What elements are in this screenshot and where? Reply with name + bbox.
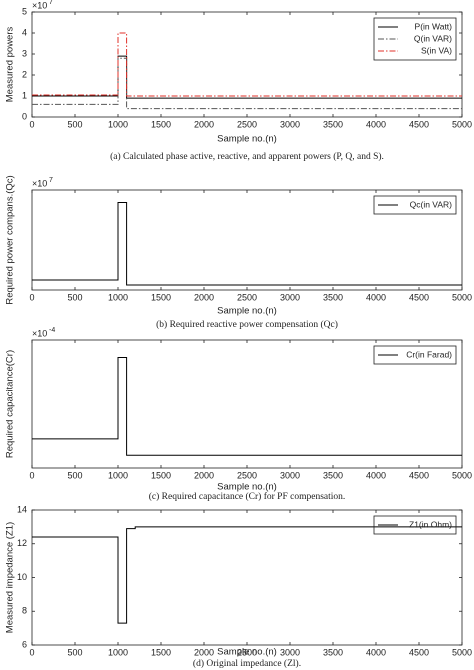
- x-tick-label: 2500: [237, 119, 257, 129]
- x-tick-label: 2500: [237, 470, 257, 480]
- multiplier-base: ×10: [32, 178, 47, 188]
- x-tick-label: 500: [67, 470, 82, 480]
- x-tick-label: 1500: [151, 647, 171, 657]
- x-tick-label: 1500: [151, 470, 171, 480]
- x-tick-label: 0: [29, 470, 34, 480]
- y-tick-label: 14: [17, 504, 27, 514]
- x-tick-label: 0: [29, 119, 34, 129]
- x-tick-label: 1000: [108, 647, 128, 657]
- x-tick-label: 3000: [280, 292, 300, 302]
- legend-box: [373, 515, 457, 535]
- y-tick-label: 1: [22, 90, 27, 100]
- x-tick-label: 3500: [323, 470, 343, 480]
- x-tick-label: 4500: [409, 292, 429, 302]
- x-tick-label: 5000: [452, 470, 472, 480]
- x-tick-label: 3500: [323, 647, 343, 657]
- x-tick-label: 4000: [366, 292, 386, 302]
- x-tick-label: 1000: [108, 119, 128, 129]
- legend-label: Q(in VAR): [414, 33, 452, 43]
- y-axis-label: Required capacitance(Cr): [5, 350, 16, 458]
- multiplier-base: ×10: [32, 328, 47, 338]
- x-tick-label: 3000: [280, 470, 300, 480]
- x-tick-label: 2000: [194, 292, 214, 302]
- series-line: [32, 57, 462, 110]
- x-tick-label: 4000: [366, 647, 386, 657]
- legend-label: Z1(in Ohm): [409, 519, 452, 529]
- x-tick-label: 5000: [452, 292, 472, 302]
- x-tick-label: 4000: [366, 470, 386, 480]
- legend-box: [373, 345, 457, 365]
- x-tick-label: 5000: [452, 647, 472, 657]
- y-axis-label: Measured impedance (Z1): [5, 522, 16, 633]
- legend-label: Qc(in VAR): [410, 199, 453, 209]
- x-tick-label: 1500: [151, 292, 171, 302]
- x-tick-label: 3500: [323, 292, 343, 302]
- multiplier-base: ×10: [32, 0, 47, 10]
- x-tick-label: 4500: [409, 119, 429, 129]
- caption: (a) Calculated phase active, reactive, a…: [110, 151, 384, 162]
- y-tick-label: 6: [22, 639, 27, 649]
- multiplier-exponent: -4: [49, 327, 55, 334]
- x-tick-label: 1000: [108, 470, 128, 480]
- y-tick-label: 2: [22, 69, 27, 79]
- x-tick-label: 2000: [194, 470, 214, 480]
- x-tick-label: 5000: [452, 119, 472, 129]
- plot-area: [31, 509, 463, 646]
- x-tick-label: 3500: [323, 119, 343, 129]
- legend-label: P(in Watt): [415, 21, 453, 31]
- legend-box: [373, 195, 457, 215]
- x-tick-label: 4500: [409, 470, 429, 480]
- caption: (c) Required capacitance (Cr) for PF com…: [149, 491, 346, 502]
- x-tick-label: 1500: [151, 119, 171, 129]
- x-tick-label: 500: [67, 292, 82, 302]
- y-axis-label: Required power compans.(Qc): [5, 175, 16, 304]
- y-tick-label: 3: [22, 48, 27, 58]
- y-tick-label: 0: [22, 111, 27, 121]
- x-axis-label: Sample no.(n): [217, 134, 277, 145]
- y-tick-label: 10: [17, 572, 27, 582]
- x-tick-label: 2500: [237, 647, 257, 657]
- multiplier-exponent: 7: [49, 177, 53, 184]
- x-tick-label: 3000: [280, 119, 300, 129]
- x-tick-label: 500: [67, 119, 82, 129]
- y-tick-label: 5: [22, 6, 27, 16]
- x-axis-label: Sample no.(n): [217, 482, 277, 493]
- x-tick-label: 1000: [108, 292, 128, 302]
- multiplier-exponent: 7: [49, 0, 53, 6]
- x-tick-label: 4500: [409, 647, 429, 657]
- x-tick-label: 0: [29, 292, 34, 302]
- series-line: [32, 202, 462, 286]
- caption: (d) Original impedance (Zl).: [193, 658, 301, 669]
- series-line: [32, 356, 462, 456]
- series-line: [32, 32, 462, 97]
- legend-label: Cr(in Farad): [406, 349, 452, 359]
- legend-label: S(in VA): [421, 45, 452, 55]
- y-tick-label: 8: [22, 606, 27, 616]
- x-tick-label: 2000: [194, 647, 214, 657]
- y-tick-label: 12: [17, 538, 27, 548]
- x-tick-label: 2000: [194, 119, 214, 129]
- x-tick-label: 2500: [237, 292, 257, 302]
- x-tick-label: 500: [67, 647, 82, 657]
- x-axis-label: Sample no.(n): [217, 647, 277, 658]
- x-axis-label: Sample no.(n): [217, 306, 277, 317]
- series-line: [32, 55, 462, 99]
- x-tick-label: 0: [29, 647, 34, 657]
- x-tick-label: 4000: [366, 119, 386, 129]
- caption: (b) Required reactive power compensation…: [156, 319, 338, 330]
- series-line: [32, 526, 462, 624]
- x-tick-label: 3000: [280, 647, 300, 657]
- y-tick-label: 4: [22, 27, 27, 37]
- plot-area: [31, 339, 463, 469]
- y-axis-label: Measured powers: [5, 26, 16, 102]
- legend-box: [373, 17, 457, 61]
- plot-area: [31, 11, 463, 118]
